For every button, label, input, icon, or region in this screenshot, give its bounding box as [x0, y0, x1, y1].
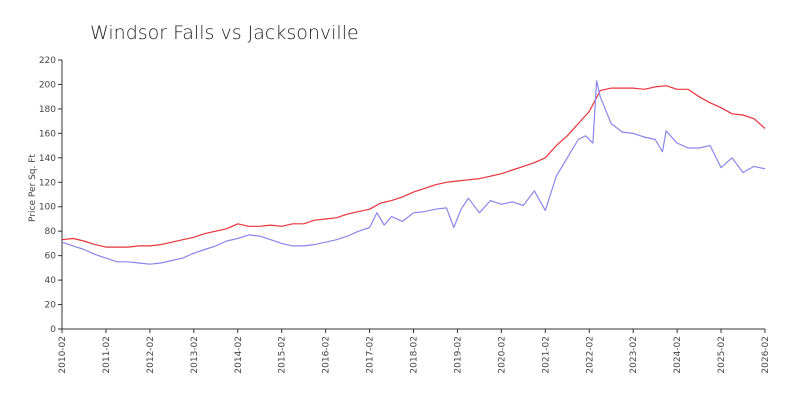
y-tick-label: 60	[45, 252, 57, 262]
chart-title: Windsor Falls vs Jacksonville	[90, 22, 359, 44]
series-line-2	[61, 80, 766, 265]
x-tick-label: 2013-02	[190, 336, 200, 374]
x-tick-label: 2012-02	[146, 336, 156, 374]
x-tick-label: 2023-02	[629, 336, 639, 374]
y-tick-label: 120	[39, 178, 56, 188]
x-tick-label: 2022-02	[585, 336, 595, 374]
y-tick-label: 160	[39, 129, 56, 139]
y-tick-label: 40	[45, 276, 57, 286]
y-tick-label: 180	[39, 105, 56, 115]
y-axis-label: Price Per Sq. Ft	[28, 154, 38, 222]
axes: 0 20 40 60 80 100 120 140 160 180 200 220 2010-02 201…	[39, 56, 771, 374]
y-tick-label: 140	[39, 154, 56, 164]
y-tick-label: 0	[50, 325, 56, 335]
x-tick-label: 2014-02	[234, 336, 244, 374]
series-layer	[61, 80, 766, 265]
x-tick-label: 2016-02	[322, 336, 332, 374]
y-tick-label: 100	[39, 203, 56, 213]
y-tick-label: 80	[45, 227, 57, 237]
series-line-1	[61, 85, 766, 248]
x-tick-label: 2026-02	[761, 336, 771, 374]
x-tick-label: 2025-02	[717, 336, 727, 374]
x-tick-label: 2015-02	[278, 336, 288, 374]
x-tick-label: 2020-02	[497, 336, 507, 374]
y-tick-label: 220	[39, 56, 56, 66]
x-tick-label: 2017-02	[366, 336, 376, 374]
x-tick-label: 2011-02	[102, 336, 112, 374]
x-tick-label: 2010-02	[58, 336, 68, 374]
y-tick-label: 20	[45, 301, 57, 311]
x-tick-label: 2024-02	[673, 336, 683, 374]
y-tick-label: 200	[39, 80, 56, 90]
x-tick-label: 2018-02	[410, 336, 420, 374]
x-tick-label: 2019-02	[453, 336, 463, 374]
x-tick-label: 2021-02	[541, 336, 551, 374]
